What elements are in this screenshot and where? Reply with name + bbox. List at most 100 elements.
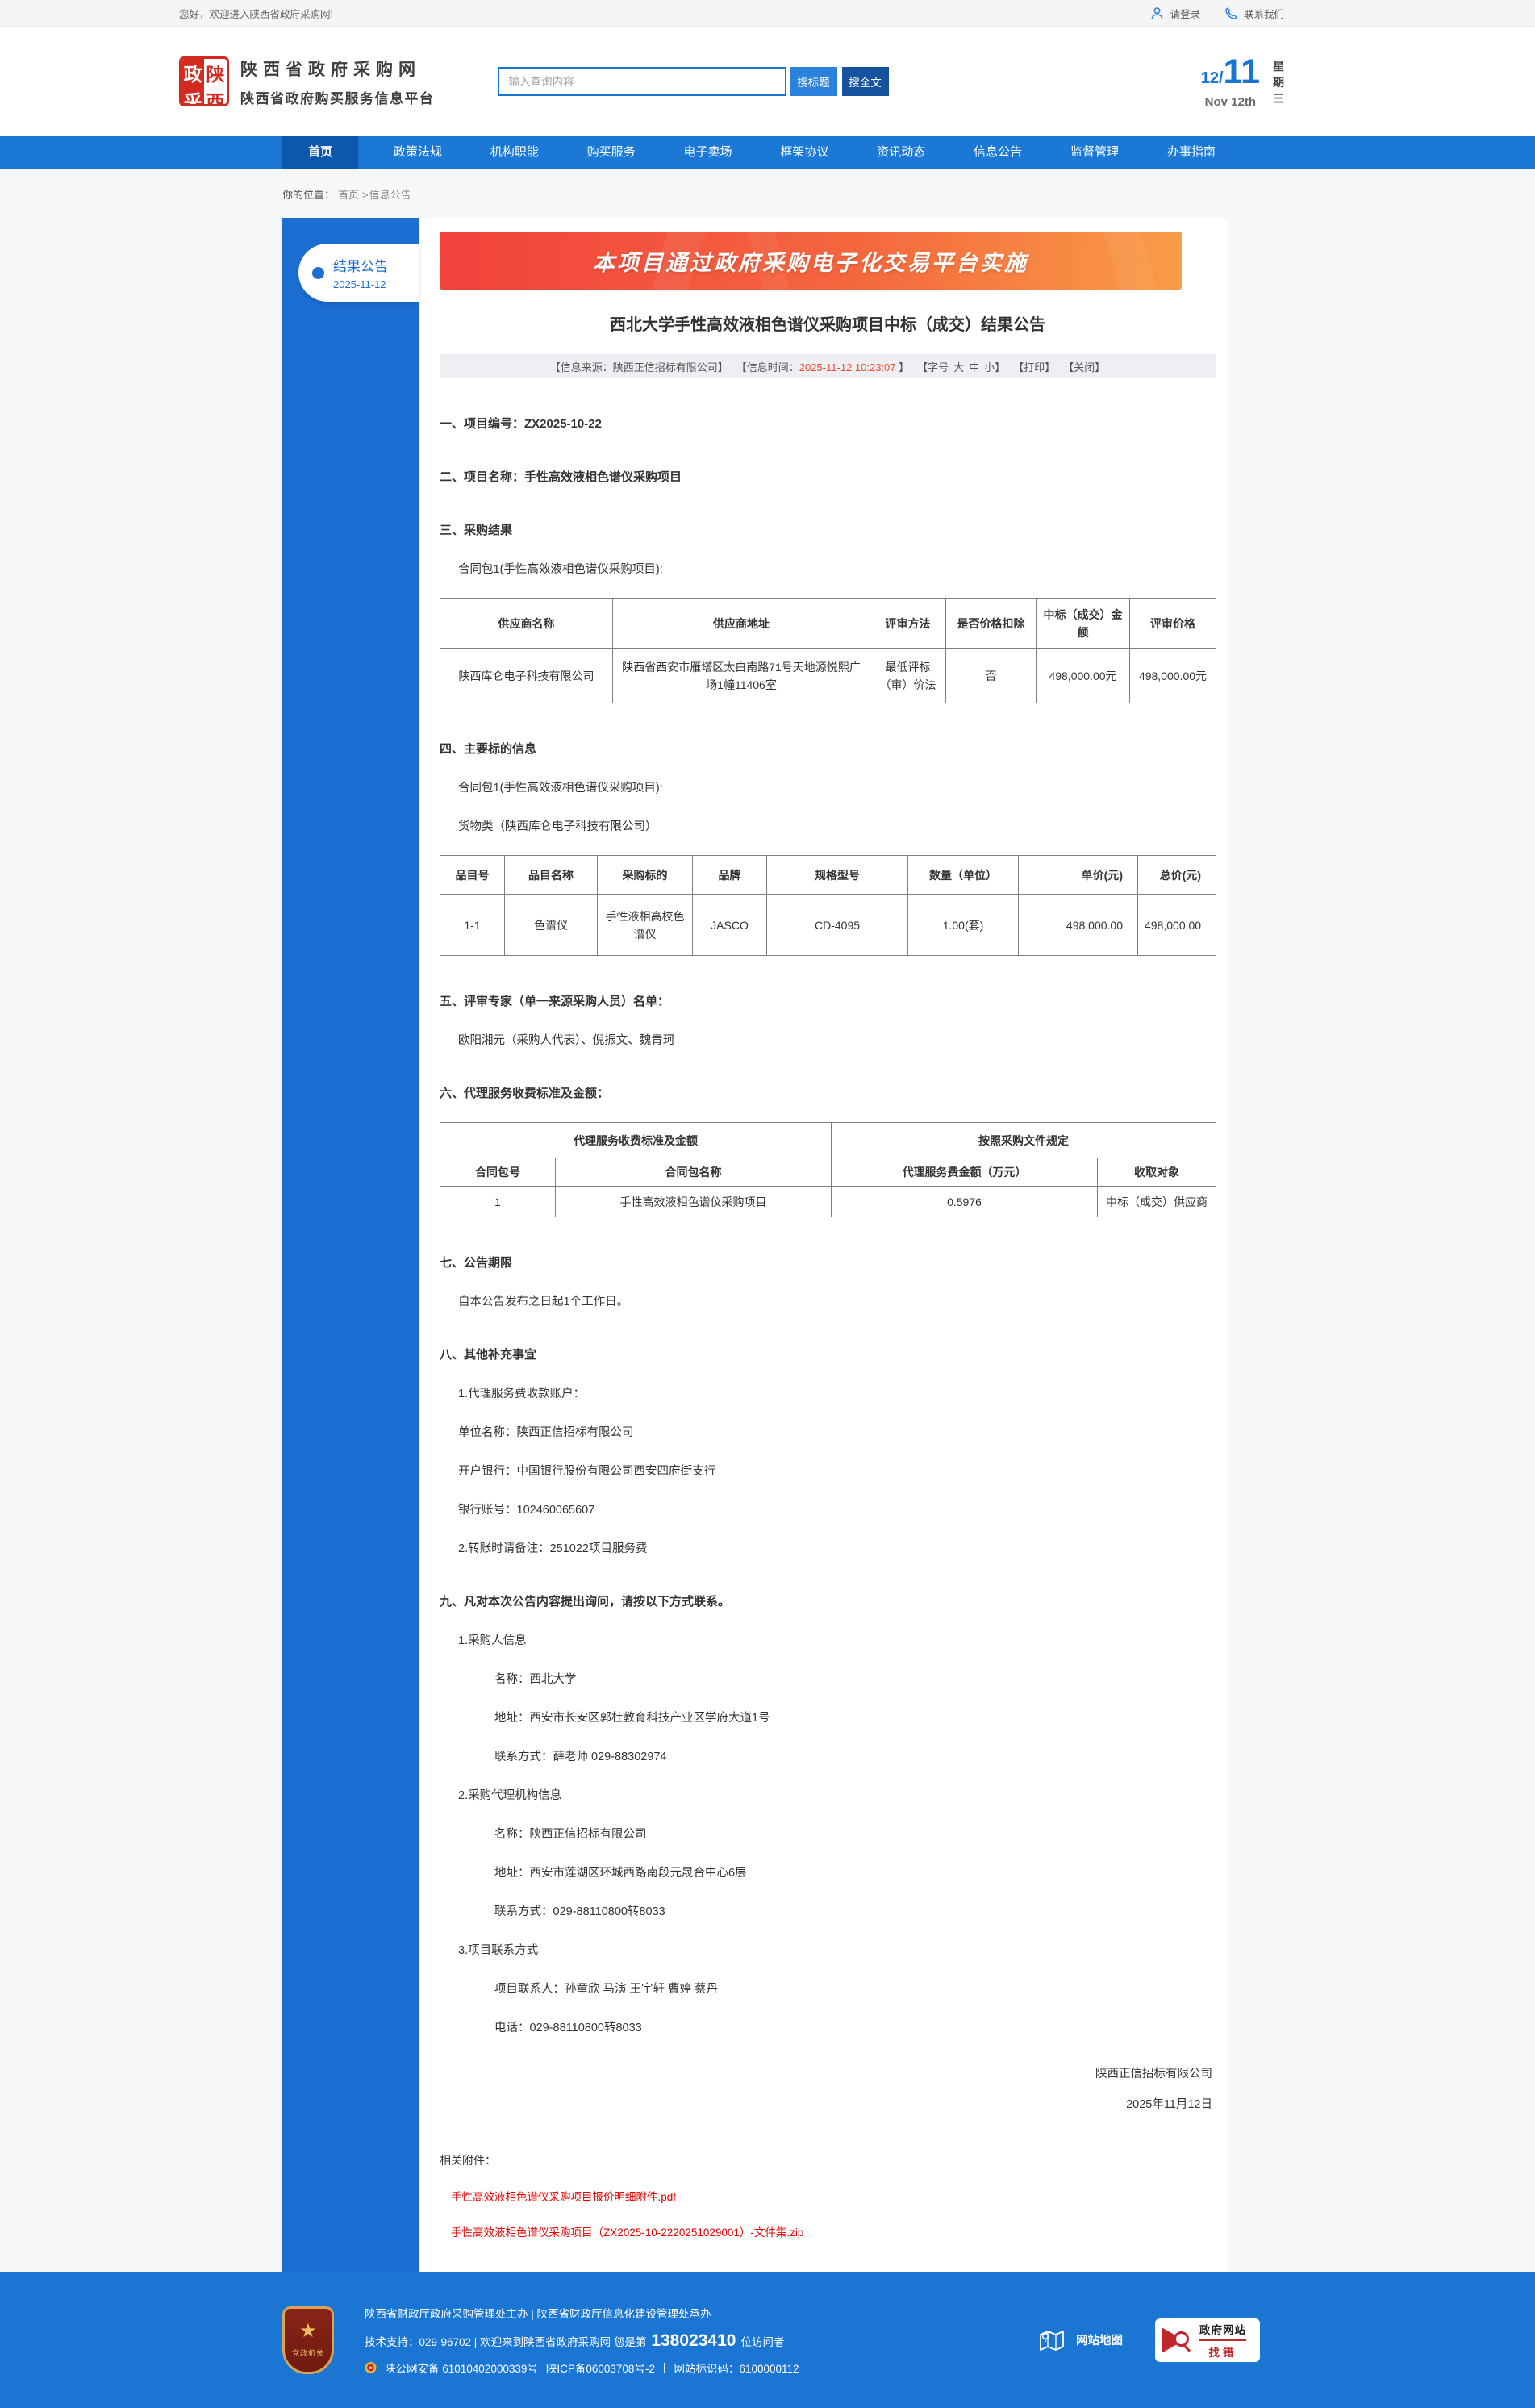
nav-item-supervision[interactable]: 监督管理 (1070, 145, 1120, 159)
section-8-line: 2.转账时请备注：251022项目服务费 (458, 1542, 648, 1555)
flag-magnifier-icon (1162, 2325, 1195, 2356)
error-report-badge[interactable]: 政府网站 找错 (1155, 2318, 1260, 2362)
table-header-cell: 合同包号 (440, 1158, 556, 1187)
table-header-cell: 供应商地址 (612, 598, 870, 649)
table-cell: 0.5976 (831, 1186, 1098, 1217)
section-4-heading: 四、主要标的信息 (440, 742, 537, 756)
table-header-cell: 评审价格 (1129, 598, 1216, 649)
table-header-cell: 合同包名称 (555, 1158, 832, 1187)
breadcrumb-current: 信息公告 (369, 189, 411, 201)
agency-address: 地址：西安市莲湖区环城西路南段元晟合中心6层 (494, 1867, 747, 1880)
section-6-heading: 六、代理服务收费标准及金额： (440, 1087, 610, 1100)
public-security-badge-icon (365, 2361, 377, 2373)
sitemap-link[interactable]: 网站地图 (1038, 2328, 1123, 2352)
main-nav: 首页 政策法规 机构职能 购买服务 电子卖场 框架协议 资讯动态 信息公告 监督… (0, 136, 1535, 169)
purchaser-address: 地址：西安市长安区郭杜教育科技产业区学府大道1号 (494, 1712, 770, 1725)
site-logo[interactable]: 政 陕 采 西 陕西省政府采购网 陕西省政府购买服务信息平台 (179, 56, 435, 107)
section-8-line: 银行账号：102460065607 (458, 1504, 595, 1517)
search-title-button[interactable]: 搜标题 (790, 67, 837, 96)
nav-item-framework[interactable]: 框架协议 (780, 145, 829, 159)
attachments: 相关附件： 手性高效液相色谱仪采购项目报价明细附件.pdf 手性高效液相色谱仪采… (440, 2152, 1216, 2272)
table-header-cell: 采购标的 (597, 855, 693, 895)
font-size-medium-button[interactable]: 中 (969, 361, 980, 374)
nav-item-guide[interactable]: 办事指南 (1166, 145, 1216, 159)
date-month: 12/ (1200, 69, 1224, 87)
table-cell: 最低评标（审）价法 (870, 648, 946, 703)
site-footer: ★ 党政机关 陕西省财政厅政府采购管理处主办 | 陕西省财政厅信息化建设管理处承… (0, 2272, 1535, 2408)
search-input[interactable] (497, 67, 786, 96)
table-cell: CD-4095 (766, 894, 908, 956)
table-cell: 498,000.00 (1137, 894, 1216, 956)
breadcrumb-home-link[interactable]: 首页 (338, 189, 360, 201)
logo-char: 陕 (206, 64, 225, 85)
article-main: 本项目通过政府采购电子化交易平台实施 西北大学手性高效液相色谱仪采购项目中标（成… (419, 218, 1229, 2272)
contact-label: 联系我们 (1243, 8, 1284, 20)
section-8-line: 开户银行：中国银行股份有限公司西安四府街支行 (458, 1465, 715, 1478)
weekday-vertical: 星 期 三 (1273, 59, 1284, 105)
contact-link[interactable]: 联系我们 (1224, 6, 1284, 21)
emblem-star-icon: ★ (299, 2320, 317, 2342)
attachment-link-zip[interactable]: 手性高效液相色谱仪采购项目（ZX2025-10-2220251029001）-文… (451, 2226, 804, 2239)
meta-fontsize: 【字号大中小】 (917, 361, 1006, 374)
welcome-text: 您好，欢迎进入陕西省政府采购网! (179, 8, 333, 20)
content-area: 结果公告 2025-11-12 本项目通过政府采购电子化交易平台实施 西北大学手… (282, 218, 1228, 2272)
nav-item-org-functions[interactable]: 机构职能 (490, 145, 539, 159)
sidebar-tab-date: 2025-11-12 (333, 278, 386, 290)
section-5-experts: 欧阳湘元（采购人代表）、倪振文、魏青珂 (458, 1034, 675, 1047)
section-3-package: 合同包1(手性高效液相色谱仪采购项目): (458, 563, 663, 576)
banner-text: 本项目通过政府采购电子化交易平台实施 (593, 250, 1028, 275)
sidebar-tab-title: 结果公告 (333, 259, 388, 274)
agency-info-heading: 2.采购代理机构信息 (458, 1789, 562, 1802)
login-link[interactable]: 请登录 (1150, 6, 1200, 21)
supplier-result-table: 供应商名称 供应商地址 评审方法 是否价格扣除 中标（成交）金额 评审价格 陕西… (440, 598, 1216, 703)
visitor-count: 138023410 (651, 2331, 736, 2350)
section-1-heading: 一、项目编号：ZX2025-10-22 (440, 417, 602, 431)
footer-support-line: 技术支持：029-96702 | 欢迎来到陕西省政府采购网 您是第 138023… (365, 2331, 785, 2350)
agency-contact: 联系方式：029-88110800转8033 (494, 1905, 665, 1918)
font-size-small-button[interactable]: 小 (984, 361, 995, 374)
purchaser-info-heading: 1.采购人信息 (458, 1634, 527, 1647)
sitemap-label: 网站地图 (1076, 2335, 1123, 2347)
table-row: 1 手性高效液相色谱仪采购项目 0.5976 中标（成交）供应商 (440, 1186, 1216, 1217)
print-button[interactable]: 【打印】 (1013, 361, 1056, 374)
close-button[interactable]: 【关闭】 (1063, 361, 1106, 374)
emblem-label: 党政机关 (291, 2349, 324, 2357)
table-header-cell: 规格型号 (766, 855, 908, 895)
project-contact-heading: 3.项目联系方式 (458, 1944, 539, 1957)
table-header-cell: 单价(元) (1018, 855, 1138, 895)
attachments-label: 相关附件： (440, 2154, 496, 2167)
table-header-cell: 供应商名称 (440, 598, 613, 649)
site-subtitle: 陕西省政府购买服务信息平台 (240, 90, 435, 106)
nav-item-purchase-service[interactable]: 购买服务 (586, 145, 636, 159)
signature-company: 陕西正信招标有限公司 (1095, 2068, 1212, 2080)
top-utility-bar: 您好，欢迎进入陕西省政府采购网! 请登录 联系我们 (0, 0, 1535, 27)
table-header-cell: 总价(元) (1137, 855, 1216, 895)
table-header-cell: 评审方法 (870, 598, 946, 649)
nav-item-news[interactable]: 资讯动态 (877, 145, 926, 159)
site-title: 陕西省政府采购网 (240, 60, 421, 79)
user-icon (1152, 6, 1163, 19)
date-english: Nov 12th (1204, 94, 1257, 109)
beian-link[interactable]: 陕公网安备 61010402000339号 (385, 2362, 538, 2375)
icp-link[interactable]: 陕ICP备06003708号-2 (545, 2362, 655, 2375)
platform-banner: 本项目通过政府采购电子化交易平台实施 (440, 232, 1182, 290)
table-cell: 中标（成交）供应商 (1097, 1186, 1216, 1217)
party-gov-emblem[interactable]: ★ 党政机关 (282, 2306, 334, 2374)
section-2-heading: 二、项目名称：手性高效液相色谱仪采购项目 (440, 470, 682, 484)
nav-item-announcements[interactable]: 信息公告 (974, 145, 1023, 159)
sidebar-item-result-announcement[interactable]: 结果公告 2025-11-12 (298, 244, 419, 302)
table-row: 陕西库仑电子科技有限公司 陕西省西安市雁塔区太白南路71号天地源悦熙广场1幢11… (440, 648, 1216, 703)
font-size-large-button[interactable]: 大 (953, 361, 965, 374)
section-8-line: 单位名称：陕西正信招标有限公司 (458, 1426, 634, 1439)
table-group-header-cell: 代理服务收费标准及金额 (440, 1122, 832, 1158)
attachment-link-pdf[interactable]: 手性高效液相色谱仪采购项目报价明细附件.pdf (451, 2191, 677, 2203)
section-5-heading: 五、评审专家（单一来源采购人员）名单： (440, 995, 670, 1008)
meta-source: 【信息来源：陕西正信招标有限公司】 (549, 361, 728, 374)
search-fulltext-button[interactable]: 搜全文 (841, 67, 889, 96)
nav-item-policy[interactable]: 政策法规 (393, 145, 442, 159)
nav-item-home[interactable]: 首页 (282, 136, 359, 169)
nav-item-emall[interactable]: 电子卖场 (683, 145, 732, 159)
table-group-header-cell: 按照采购文件规定 (831, 1122, 1216, 1158)
table-header-cell: 数量（单位） (907, 855, 1019, 895)
section-8-heading: 八、其他补充事宜 (440, 1348, 537, 1362)
